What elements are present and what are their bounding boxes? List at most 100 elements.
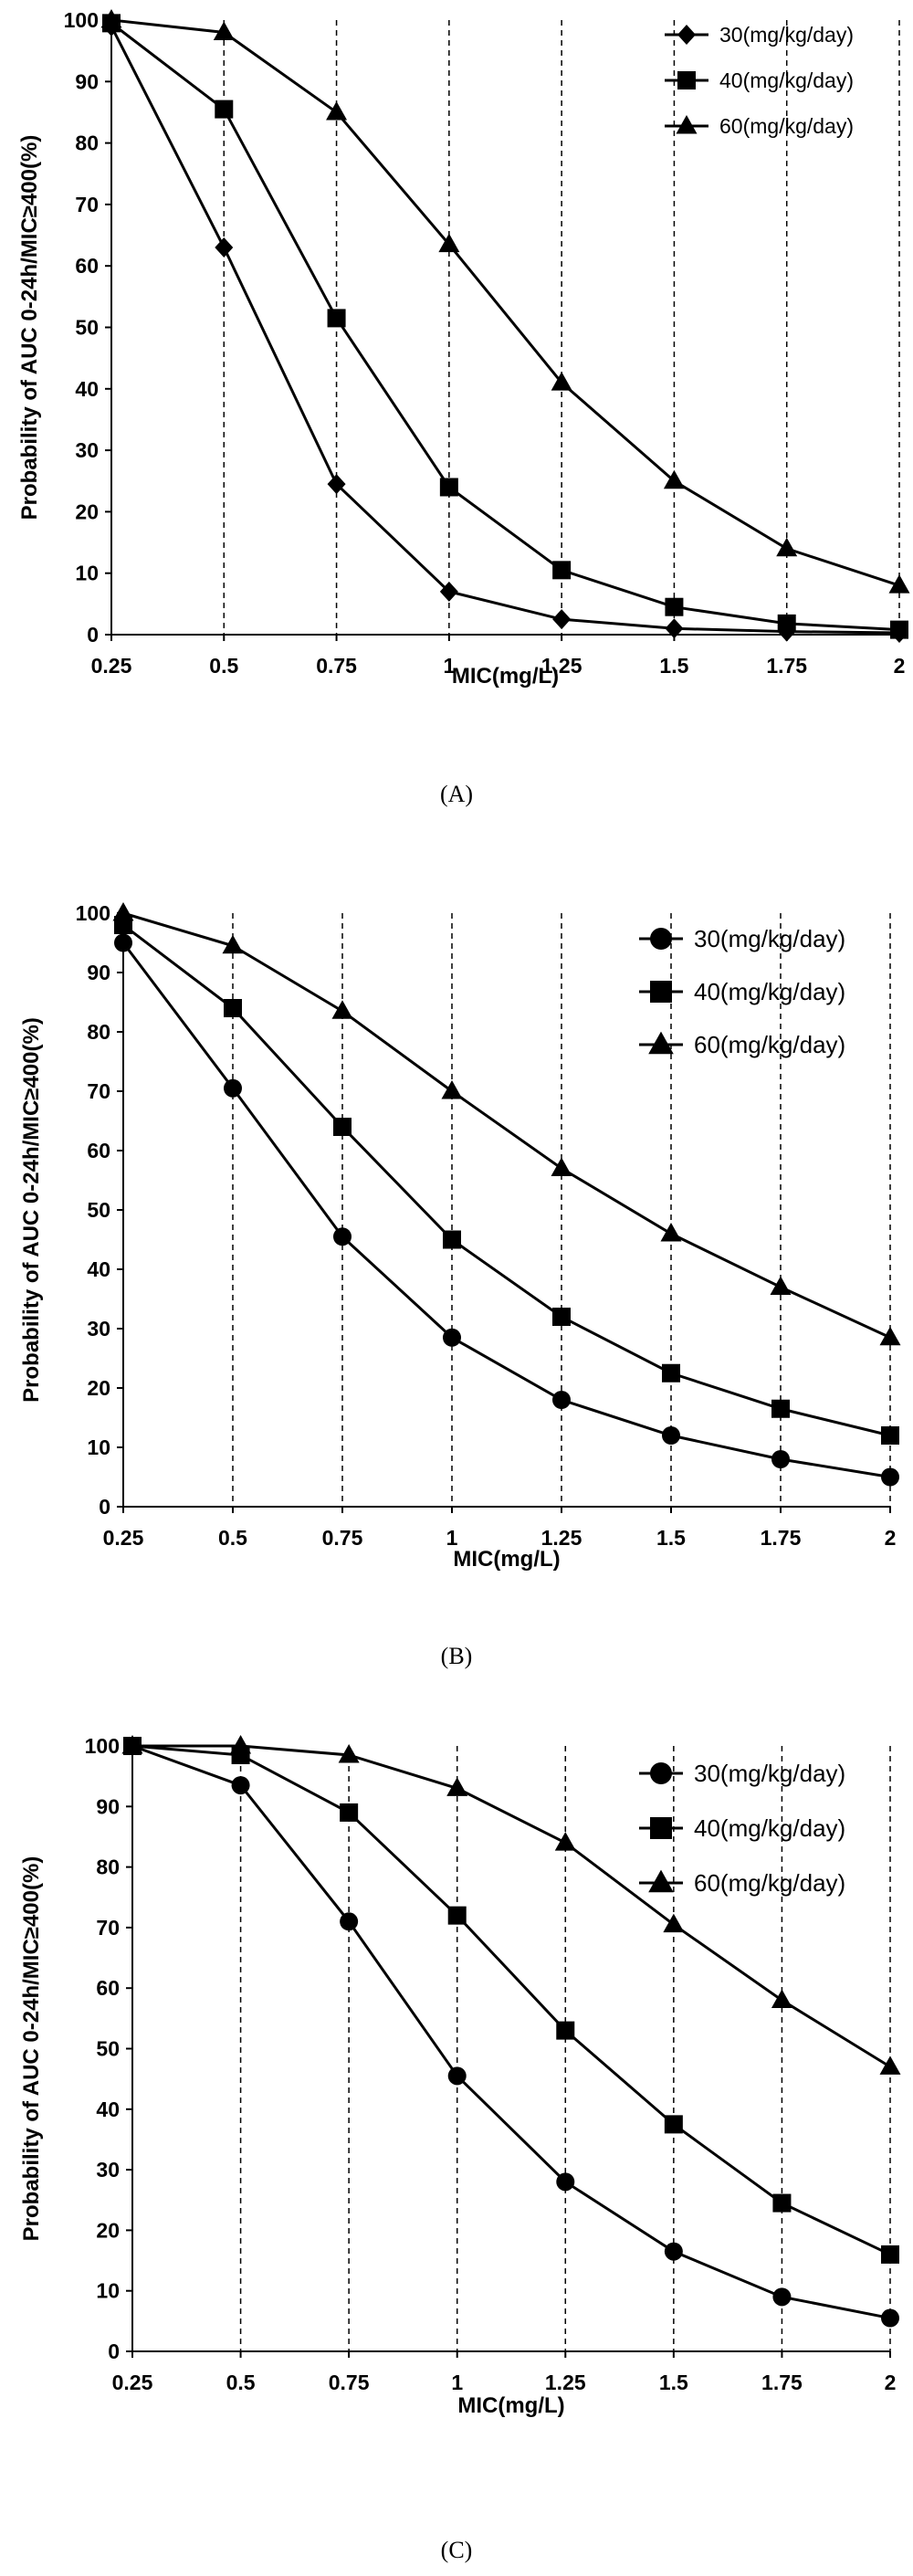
- x-tick-label: 1.25: [545, 2371, 586, 2394]
- y-tick-label: 40: [96, 2098, 120, 2121]
- y-tick-label: 70: [96, 1916, 120, 1940]
- legend-label: 40(mg/kg/day): [719, 68, 854, 92]
- y-tick-label: 0: [87, 623, 99, 647]
- y-tick-label: 60: [75, 254, 99, 278]
- x-tick-label: 0.5: [218, 1526, 247, 1550]
- data-point: [215, 100, 234, 119]
- data-point: [665, 618, 684, 639]
- data-point: [446, 1777, 468, 1796]
- chart-c: 0 10 20 30 40 50 60 70 80 90 100 0.25 0.5 0.75 1 1.25 1.…: [19, 1734, 901, 2563]
- y-axis-title: Probability of AUC 0-24h/MIC≥400(%): [17, 135, 42, 520]
- data-point: [552, 561, 572, 580]
- data-point: [338, 1743, 360, 1763]
- data-point: [556, 2172, 575, 2192]
- data-point: [112, 902, 134, 921]
- data-point: [438, 233, 460, 253]
- y-tick-label: 30: [75, 438, 99, 462]
- data-point: [777, 614, 796, 633]
- x-tick-label: 1.75: [761, 1526, 802, 1550]
- y-tick-label: 80: [96, 1856, 120, 1879]
- x-tick-label: 1: [451, 2371, 463, 2394]
- data-point: [556, 2021, 575, 2040]
- x-tick-label: 1: [443, 654, 455, 678]
- y-tick-label: 80: [75, 131, 99, 155]
- y-tick-label: 10: [96, 2279, 120, 2303]
- data-point: [439, 478, 458, 497]
- panel-label: (B): [441, 1643, 473, 1669]
- chart-a: 0 10 20 30 40 50 60 70 80 90 100 0.25 0.5 0.75 1 1.25 1.…: [17, 8, 910, 807]
- legend: 30(mg/kg/day) 40(mg/kg/day) 60(mg/kg/day): [639, 1760, 845, 1897]
- x-tick-label: 1.5: [656, 1526, 686, 1550]
- chart-panel-b: 0 10 20 30 40 50 60 70 80 90 100 0.25 0.5 0.75 1 1.25 1.…: [0, 858, 913, 1680]
- panel-label: (C): [441, 2537, 473, 2563]
- data-point: [663, 1913, 685, 1933]
- series-3: [121, 1735, 901, 2075]
- y-tick-label: 10: [75, 562, 99, 585]
- y-tick-label: 100: [85, 1734, 120, 1758]
- y-tick-label: 40: [87, 1257, 110, 1281]
- chart-panel-a: 0 10 20 30 40 50 60 70 80 90 100 0.25 0.5 0.75 1 1.25 1.…: [0, 0, 913, 822]
- panel-label: (A): [440, 781, 473, 807]
- data-point: [552, 1391, 571, 1409]
- data-point: [890, 620, 908, 639]
- data-point: [665, 597, 684, 616]
- x-tick-label: 1.75: [766, 654, 807, 678]
- y-tick-label: 100: [76, 901, 110, 925]
- data-point: [439, 581, 458, 602]
- legend-label: 40(mg/kg/day): [694, 1814, 845, 1842]
- legend-label: 30(mg/kg/day): [694, 1760, 845, 1787]
- data-point: [554, 1832, 576, 1851]
- x-axis-title: MIC(mg/L): [452, 664, 559, 689]
- x-tick-label: 2: [885, 2371, 897, 2394]
- x-tick-label: 1.25: [541, 1526, 582, 1550]
- legend-label: 40(mg/kg/day): [694, 978, 845, 1005]
- legend-marker: [677, 71, 696, 89]
- data-point: [100, 9, 122, 28]
- data-point: [447, 2066, 467, 2086]
- data-point: [770, 1276, 792, 1295]
- series-line: [110, 22, 900, 632]
- x-axis-title: MIC(mg/L): [457, 2393, 564, 2418]
- x-tick-label: 0.5: [226, 2371, 256, 2394]
- y-tick-label: 50: [96, 2037, 120, 2061]
- data-point: [664, 2115, 683, 2134]
- series-line: [122, 923, 891, 1437]
- data-point: [114, 933, 132, 952]
- data-point: [231, 1776, 250, 1795]
- data-point: [230, 1735, 252, 1754]
- x-tick-label: 0.25: [112, 2371, 153, 2394]
- data-point: [213, 21, 235, 40]
- x-tick-label: 1.5: [659, 654, 688, 678]
- data-point: [340, 1912, 359, 1931]
- legend-marker: [650, 928, 672, 950]
- data-point: [224, 999, 242, 1017]
- data-point: [888, 574, 910, 594]
- data-point: [331, 1000, 353, 1019]
- series-line: [132, 1744, 891, 2068]
- x-tick-label: 1.75: [761, 2371, 803, 2394]
- series-line: [110, 18, 900, 587]
- y-tick-label: 30: [96, 2158, 120, 2182]
- y-tick-label: 80: [87, 1020, 110, 1044]
- x-tick-label: 0.25: [103, 1526, 144, 1550]
- series-line: [121, 941, 891, 1478]
- data-point: [551, 372, 572, 391]
- data-point: [121, 1735, 143, 1754]
- data-point: [663, 469, 685, 489]
- chart-b: 0 10 20 30 40 50 60 70 80 90 100 0.25 0.5 0.75 1 1.25 1.…: [19, 901, 901, 1669]
- gridlines: [223, 20, 900, 635]
- legend-marker: [677, 25, 696, 45]
- y-tick-label: 100: [64, 8, 99, 32]
- y-tick-label: 60: [87, 1139, 110, 1162]
- legend-label: 60(mg/kg/day): [694, 1031, 845, 1058]
- data-point: [772, 2287, 792, 2307]
- y-tick-label: 40: [75, 377, 99, 401]
- data-point: [881, 2308, 899, 2328]
- series-3: [100, 9, 910, 594]
- y-tick-label: 50: [75, 316, 99, 340]
- legend-marker: [676, 115, 698, 134]
- series-line: [131, 1744, 891, 2320]
- y-tick-label: 20: [87, 1376, 110, 1400]
- data-point: [552, 1308, 571, 1326]
- y-tick-label: 20: [96, 2218, 120, 2242]
